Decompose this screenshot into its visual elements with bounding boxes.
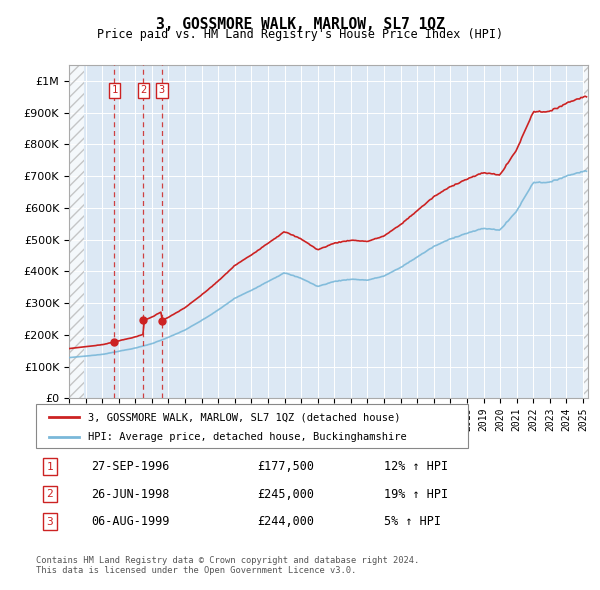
Text: 27-SEP-1996: 27-SEP-1996	[91, 460, 170, 473]
Text: Contains HM Land Registry data © Crown copyright and database right 2024.: Contains HM Land Registry data © Crown c…	[36, 556, 419, 565]
Text: This data is licensed under the Open Government Licence v3.0.: This data is licensed under the Open Gov…	[36, 566, 356, 575]
Text: HPI: Average price, detached house, Buckinghamshire: HPI: Average price, detached house, Buck…	[88, 432, 407, 442]
Text: 1: 1	[112, 86, 118, 96]
Text: 3: 3	[46, 516, 53, 526]
Text: 3: 3	[159, 86, 165, 96]
Text: 5% ↑ HPI: 5% ↑ HPI	[384, 515, 441, 528]
Text: 2: 2	[46, 489, 53, 499]
FancyBboxPatch shape	[36, 404, 468, 448]
Text: 19% ↑ HPI: 19% ↑ HPI	[384, 487, 448, 501]
Text: 3, GOSSMORE WALK, MARLOW, SL7 1QZ: 3, GOSSMORE WALK, MARLOW, SL7 1QZ	[155, 17, 445, 31]
Bar	[69, 65, 84, 398]
Text: Price paid vs. HM Land Registry's House Price Index (HPI): Price paid vs. HM Land Registry's House …	[97, 28, 503, 41]
Text: 26-JUN-1998: 26-JUN-1998	[91, 487, 170, 501]
Text: 12% ↑ HPI: 12% ↑ HPI	[384, 460, 448, 473]
Text: £244,000: £244,000	[257, 515, 314, 528]
Text: 06-AUG-1999: 06-AUG-1999	[91, 515, 170, 528]
Text: 2: 2	[140, 86, 146, 96]
Text: 3, GOSSMORE WALK, MARLOW, SL7 1QZ (detached house): 3, GOSSMORE WALK, MARLOW, SL7 1QZ (detac…	[88, 412, 400, 422]
Text: £245,000: £245,000	[257, 487, 314, 501]
Bar	[584, 65, 588, 398]
Text: 1: 1	[46, 462, 53, 472]
Text: £177,500: £177,500	[257, 460, 314, 473]
